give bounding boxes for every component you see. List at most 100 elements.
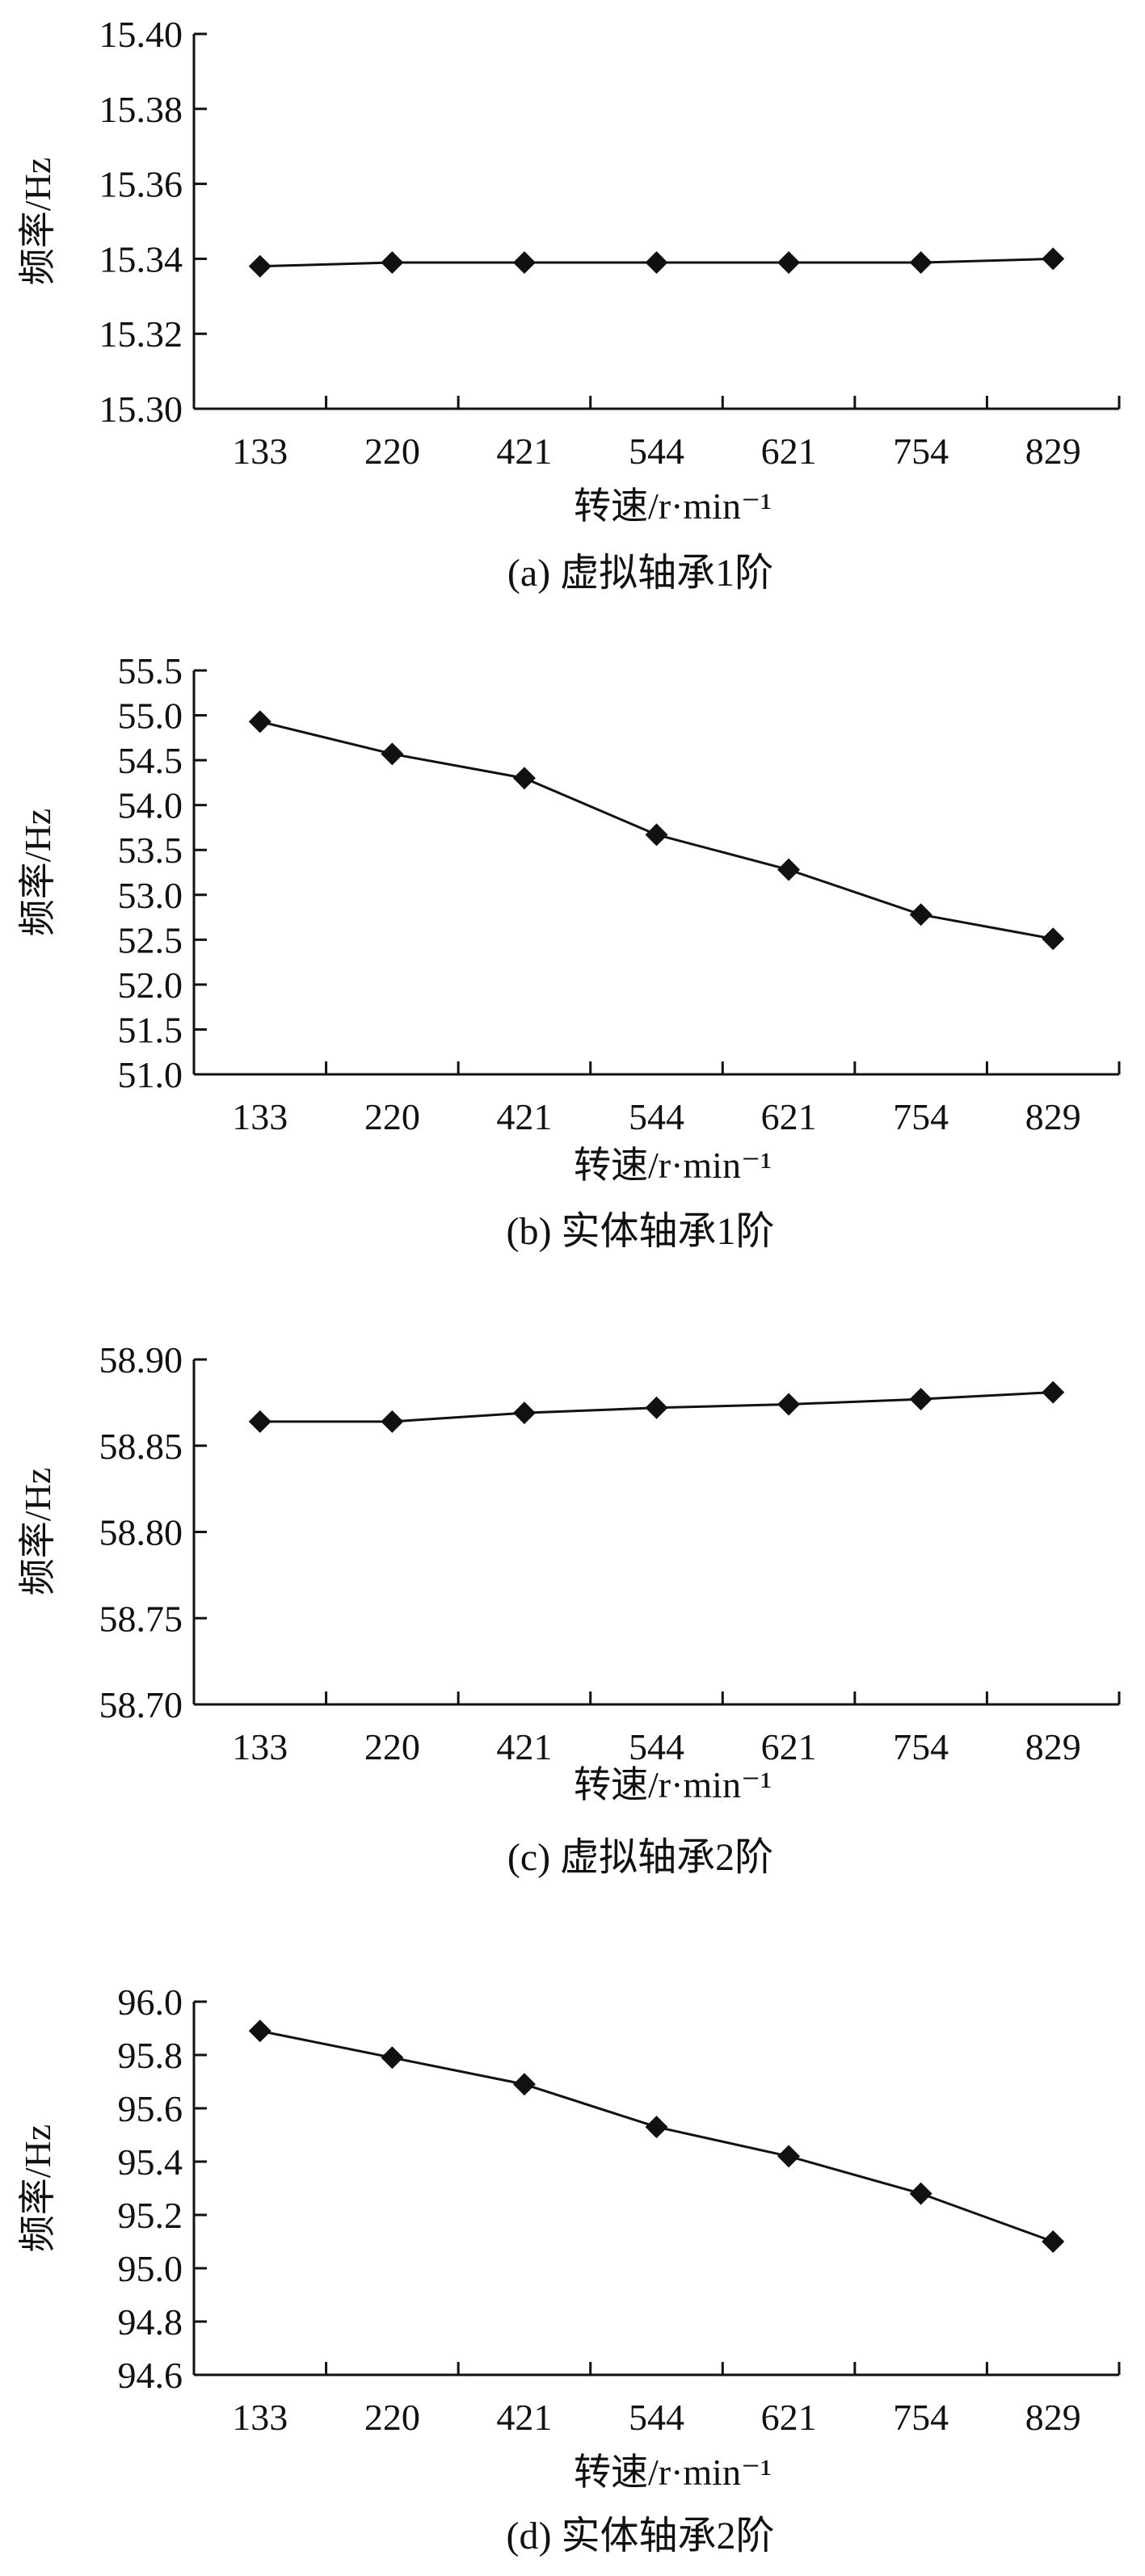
y-tick-label: 55.5 xyxy=(118,650,183,691)
x-tick-label: 421 xyxy=(496,2397,552,2438)
y-tick-label: 51.0 xyxy=(118,1054,183,1095)
y-tick-label: 15.40 xyxy=(99,14,183,55)
x-tick-label: 829 xyxy=(1025,1726,1081,1767)
data-point-marker xyxy=(1042,2230,1065,2253)
x-tick-label: 220 xyxy=(364,431,420,472)
data-point-marker xyxy=(381,2046,404,2070)
y-tick-label: 58.70 xyxy=(99,1684,183,1725)
y-tick-label: 54.5 xyxy=(118,740,183,781)
data-point-marker xyxy=(909,903,932,927)
data-point-marker xyxy=(909,251,932,275)
y-axis-label: 频率/Hz xyxy=(17,2124,58,2252)
data-point-marker xyxy=(1042,247,1065,271)
x-tick-label: 544 xyxy=(629,431,684,472)
x-tick-label: 621 xyxy=(761,431,817,472)
y-tick-label: 58.80 xyxy=(99,1512,183,1553)
y-tick-label: 95.2 xyxy=(118,2195,183,2236)
chart-caption: (b) 实体轴承1阶 xyxy=(507,1210,775,1253)
x-tick-label: 133 xyxy=(232,1726,288,1767)
x-axis-label: 转速/r·min⁻¹ xyxy=(574,2452,772,2493)
x-tick-label: 621 xyxy=(761,1726,817,1767)
x-tick-label: 829 xyxy=(1025,431,1081,472)
y-tick-label: 58.85 xyxy=(99,1426,183,1467)
chart-panel-0 xyxy=(192,32,1121,410)
y-tick-label: 95.6 xyxy=(118,2088,183,2129)
data-point-marker xyxy=(909,1388,932,1411)
x-tick-label: 829 xyxy=(1025,1096,1081,1137)
y-tick-label: 52.0 xyxy=(118,964,183,1006)
x-tick-label: 544 xyxy=(629,2397,684,2438)
y-tick-label: 58.75 xyxy=(99,1598,183,1639)
data-point-marker xyxy=(777,858,801,881)
y-tick-label: 94.6 xyxy=(118,2355,183,2396)
x-axis-label: 转速/r·min⁻¹ xyxy=(574,1764,772,1805)
x-tick-label: 621 xyxy=(761,2397,817,2438)
x-tick-label: 621 xyxy=(761,1096,817,1137)
x-tick-label: 754 xyxy=(893,431,949,472)
y-tick-label: 15.30 xyxy=(99,389,183,430)
x-tick-label: 220 xyxy=(364,1726,420,1767)
y-tick-label: 95.8 xyxy=(118,2035,183,2076)
x-tick-label: 220 xyxy=(364,1096,420,1137)
y-tick-label: 55.0 xyxy=(118,695,183,737)
x-axis-label: 转速/r·min⁻¹ xyxy=(574,1145,772,1186)
chart-caption: (a) 虚拟轴承1阶 xyxy=(507,552,773,595)
y-tick-label: 15.38 xyxy=(99,89,183,130)
data-point-marker xyxy=(248,1410,272,1433)
x-tick-label: 133 xyxy=(232,2397,288,2438)
y-tick-label: 96.0 xyxy=(118,1981,183,2023)
y-tick-label: 94.8 xyxy=(118,2301,183,2343)
y-tick-label: 54.0 xyxy=(118,785,183,826)
y-tick-label: 95.0 xyxy=(118,2248,183,2289)
y-tick-label: 58.90 xyxy=(99,1339,183,1380)
y-tick-label: 15.36 xyxy=(99,164,183,205)
data-point-marker xyxy=(512,1401,536,1425)
x-tick-label: 220 xyxy=(364,2397,420,2438)
data-point-marker xyxy=(248,710,272,733)
data-point-marker xyxy=(645,2116,668,2139)
x-tick-label: 133 xyxy=(232,1096,288,1137)
data-point-marker xyxy=(1042,927,1065,951)
data-point-marker xyxy=(645,1396,668,1419)
data-point-marker xyxy=(777,1393,801,1416)
data-point-marker xyxy=(512,251,536,275)
data-point-marker xyxy=(777,2145,801,2168)
x-tick-label: 421 xyxy=(496,1726,552,1767)
chart-panel-1 xyxy=(192,669,1121,1076)
x-axis-label: 转速/r·min⁻¹ xyxy=(574,485,772,527)
x-tick-label: 544 xyxy=(629,1726,684,1767)
x-tick-label: 754 xyxy=(893,2397,949,2438)
x-tick-label: 754 xyxy=(893,1726,949,1767)
chart-caption: (c) 虚拟轴承2阶 xyxy=(507,1836,773,1879)
data-point-marker xyxy=(381,1410,404,1433)
y-tick-label: 53.0 xyxy=(118,875,183,916)
data-point-marker xyxy=(248,254,272,278)
data-point-marker xyxy=(909,2182,932,2205)
y-axis-label: 频率/Hz xyxy=(17,158,58,285)
data-point-marker xyxy=(248,2019,272,2043)
chart-panel-2 xyxy=(192,1358,1121,1706)
y-tick-label: 52.5 xyxy=(118,919,183,960)
x-tick-label: 133 xyxy=(232,431,288,472)
chart-caption: (d) 实体轴承2阶 xyxy=(507,2515,775,2557)
data-point-marker xyxy=(381,251,404,275)
y-axis-label: 频率/Hz xyxy=(17,809,58,936)
data-point-marker xyxy=(512,2073,536,2096)
x-tick-label: 544 xyxy=(629,1096,684,1137)
data-point-marker xyxy=(645,823,668,847)
chart-panel-3 xyxy=(192,2000,1121,2376)
y-tick-label: 51.5 xyxy=(118,1009,183,1050)
y-tick-label: 15.32 xyxy=(99,313,183,355)
y-tick-label: 15.34 xyxy=(99,238,183,279)
y-axis-label: 频率/Hz xyxy=(17,1468,58,1595)
data-point-marker xyxy=(1042,1380,1065,1404)
y-tick-label: 95.4 xyxy=(118,2141,183,2183)
x-tick-label: 754 xyxy=(893,1096,949,1137)
x-tick-label: 421 xyxy=(496,431,552,472)
y-tick-label: 53.5 xyxy=(118,830,183,871)
data-point-marker xyxy=(381,742,404,766)
data-point-marker xyxy=(777,251,801,275)
data-point-marker xyxy=(645,251,668,275)
x-tick-label: 421 xyxy=(496,1096,552,1137)
